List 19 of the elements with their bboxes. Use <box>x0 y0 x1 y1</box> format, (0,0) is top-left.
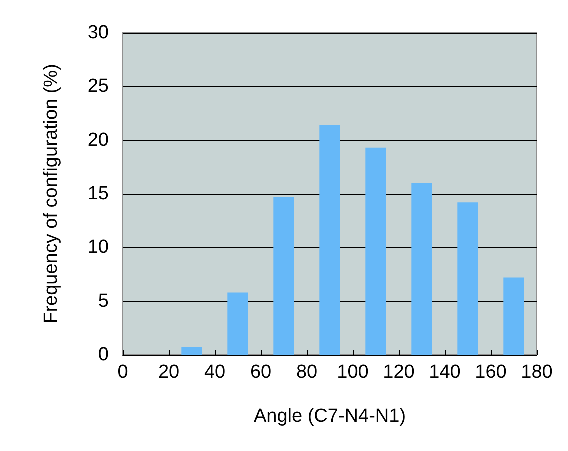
y-tick-label: 30 <box>88 22 109 44</box>
x-tick-label: 0 <box>118 362 128 383</box>
y-tick-label: 5 <box>98 290 109 312</box>
y-tick-label: 15 <box>88 184 109 204</box>
x-tick-label: 120 <box>383 362 415 383</box>
y-tick-label: 0 <box>98 344 109 366</box>
x-tick-label: 160 <box>475 362 507 383</box>
x-tick-label: 180 <box>521 362 553 383</box>
x-tick-label: 140 <box>429 362 461 383</box>
y-tick-label: 10 <box>88 237 109 258</box>
x-tick-label: 40 <box>204 362 226 383</box>
x-tick-label: 20 <box>158 362 180 383</box>
x-axis-title: Angle (C7-N4-N1) <box>254 406 406 427</box>
x-tick-label: 60 <box>250 362 272 383</box>
x-tick-label: 80 <box>296 362 318 383</box>
y-tick-label: 25 <box>88 76 109 98</box>
x-tick-label: 100 <box>337 362 369 383</box>
y-tick-label: 20 <box>88 130 109 151</box>
y-axis-title: Frequency of configuration (%) <box>41 64 62 324</box>
